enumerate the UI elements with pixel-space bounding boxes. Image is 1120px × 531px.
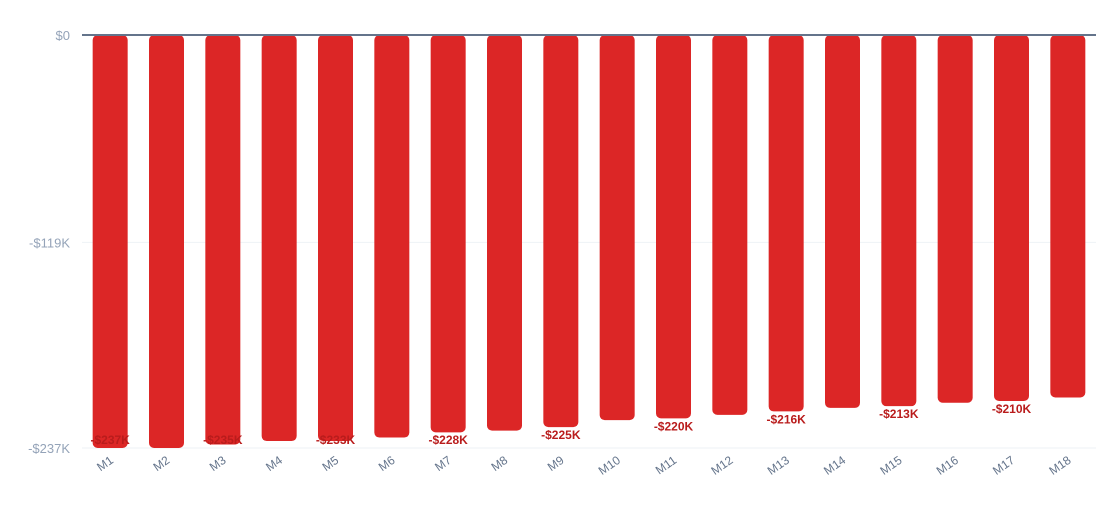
bars (92, 35, 1086, 448)
bar-m13 (768, 35, 804, 412)
bar-m12 (712, 35, 748, 415)
x-tick-label: M2 (151, 453, 173, 474)
x-tick-label: M15 (877, 453, 904, 478)
data-label: -$216K (766, 412, 806, 426)
data-label: -$237K (90, 433, 130, 447)
x-tick-label: M17 (990, 453, 1017, 478)
data-label: -$213K (879, 407, 919, 421)
bar-m8 (487, 35, 522, 431)
x-tick-label: M14 (821, 453, 848, 478)
data-label: -$233K (316, 433, 356, 447)
y-tick-label: -$237K (28, 441, 70, 456)
data-label: -$228K (428, 433, 468, 447)
x-tick-label: M18 (1046, 453, 1073, 478)
bar-m17 (994, 35, 1029, 401)
data-labels: -$237K -$235K -$233K -$228K -$225K -$220K -$21… (90, 402, 1031, 447)
x-tick-label: M13 (765, 453, 792, 478)
bar-m9 (543, 35, 579, 428)
x-tick-label: M9 (545, 453, 567, 474)
bar-m16 (937, 35, 973, 403)
data-label: -$220K (654, 419, 694, 433)
x-axis-ticks: M1 M2 M3 M4 M5 M6 M7 M8 M9 M10 M11 M12 M13 M14 M15 M16 M… (94, 453, 1074, 478)
y-axis-ticks: $0 -$119K -$237K (28, 28, 70, 456)
x-tick-label: M11 (653, 453, 680, 478)
x-tick-label: M4 (263, 453, 285, 474)
bar-m2 (149, 35, 184, 448)
bar-m1 (92, 35, 128, 448)
x-tick-label: M3 (207, 453, 229, 474)
x-tick-label: M8 (489, 453, 511, 474)
bar-m15 (881, 35, 917, 407)
x-tick-label: M12 (708, 453, 735, 478)
bar-m3 (205, 35, 241, 445)
bar-m14 (825, 35, 860, 408)
data-label: -$235K (203, 433, 243, 447)
data-label: -$210K (992, 402, 1032, 416)
y-tick-label: -$119K (29, 235, 70, 250)
y-tick-label: $0 (56, 28, 70, 43)
x-tick-label: M10 (596, 453, 623, 478)
data-label: -$225K (541, 428, 581, 442)
x-tick-label: M6 (376, 453, 398, 474)
bar-m4 (261, 35, 297, 442)
bar-m5 (318, 35, 353, 442)
x-tick-label: M5 (320, 453, 342, 474)
bar-m7 (430, 35, 466, 433)
x-tick-label: M1 (94, 453, 116, 474)
x-tick-label: M7 (432, 453, 454, 474)
bar-m18 (1050, 35, 1086, 398)
bar-m11 (656, 35, 691, 419)
x-tick-label: M16 (934, 453, 961, 478)
bar-m10 (599, 35, 635, 421)
grid-lines (82, 241, 1096, 449)
bar-m6 (374, 35, 410, 438)
